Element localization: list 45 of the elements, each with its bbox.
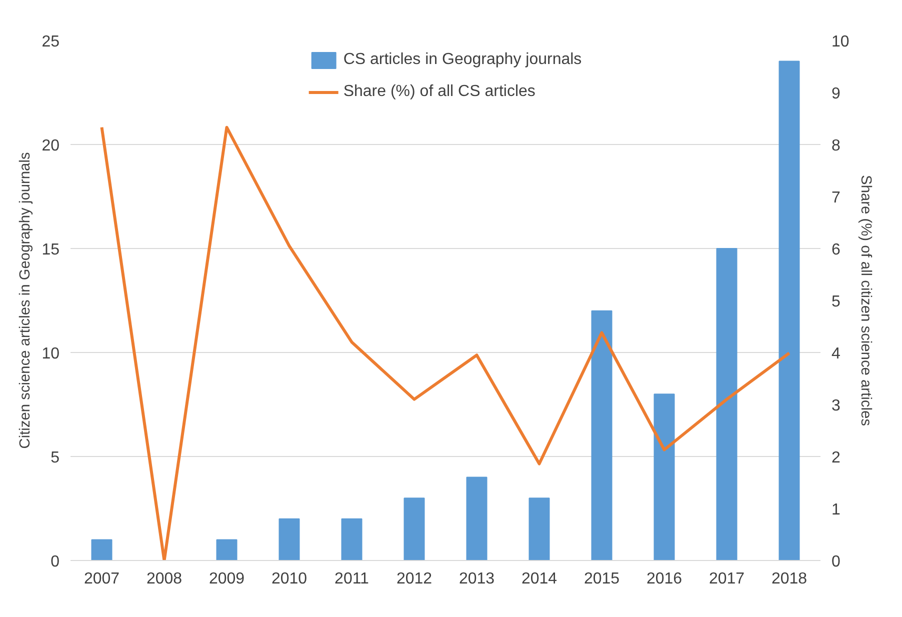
x-tick-label: 2010 [271,570,308,588]
y2-tick-label: 9 [832,86,840,102]
bar [778,60,800,560]
y-axis-title: Citizen science articles in Geography journals [18,152,34,449]
y-tick-label: 15 [42,242,60,258]
x-tick-label: 2017 [708,570,745,588]
y2-tick-label: 6 [832,242,840,258]
bar [466,476,488,560]
y2-tick-label: 5 [832,294,840,310]
y-tick-label: 5 [50,450,60,466]
y2-tick-label: 8 [832,138,840,154]
bar [404,498,425,560]
y2-tick-label: 3 [832,398,840,414]
bar [654,394,675,560]
y-tick-label: 20 [42,138,60,154]
legend-label: CS articles in Geography journals [343,51,582,69]
x-tick-label: 2014 [521,570,558,588]
bar [716,248,738,560]
legend-label: Share (%) of all CS articles [343,83,536,101]
x-tick-label: 2013 [458,570,495,588]
x-tick-label: 2011 [334,570,370,588]
line-series [100,126,791,560]
y2-tick-label: 2 [832,450,840,466]
x-tick-label: 2018 [771,570,808,588]
x-tick-label: 2012 [396,570,432,588]
bar [278,518,300,560]
y-tick-label: 25 [42,34,60,50]
y2-tick-label: 7 [832,190,840,206]
y2-tick-label: 0 [832,554,840,570]
y2-tick-label: 10 [832,34,850,50]
y-tick-label: 0 [50,554,60,570]
x-tick-label: 2007 [84,570,120,588]
y2-tick-label: 1 [832,502,840,518]
x-tick-label: 2008 [146,570,182,588]
x-tick-label: 2009 [208,570,245,588]
bar [341,518,362,560]
y2-tick-label: 4 [832,346,840,362]
x-tick-label: 2016 [646,570,682,588]
y-tick-label: 10 [42,346,60,362]
bar [591,310,612,560]
bar [528,498,550,560]
x-tick-label: 2015 [584,570,620,588]
y2-axis-title: Share (%) of all citizen science articles [857,175,874,426]
bar [216,539,238,560]
bar [91,539,112,560]
